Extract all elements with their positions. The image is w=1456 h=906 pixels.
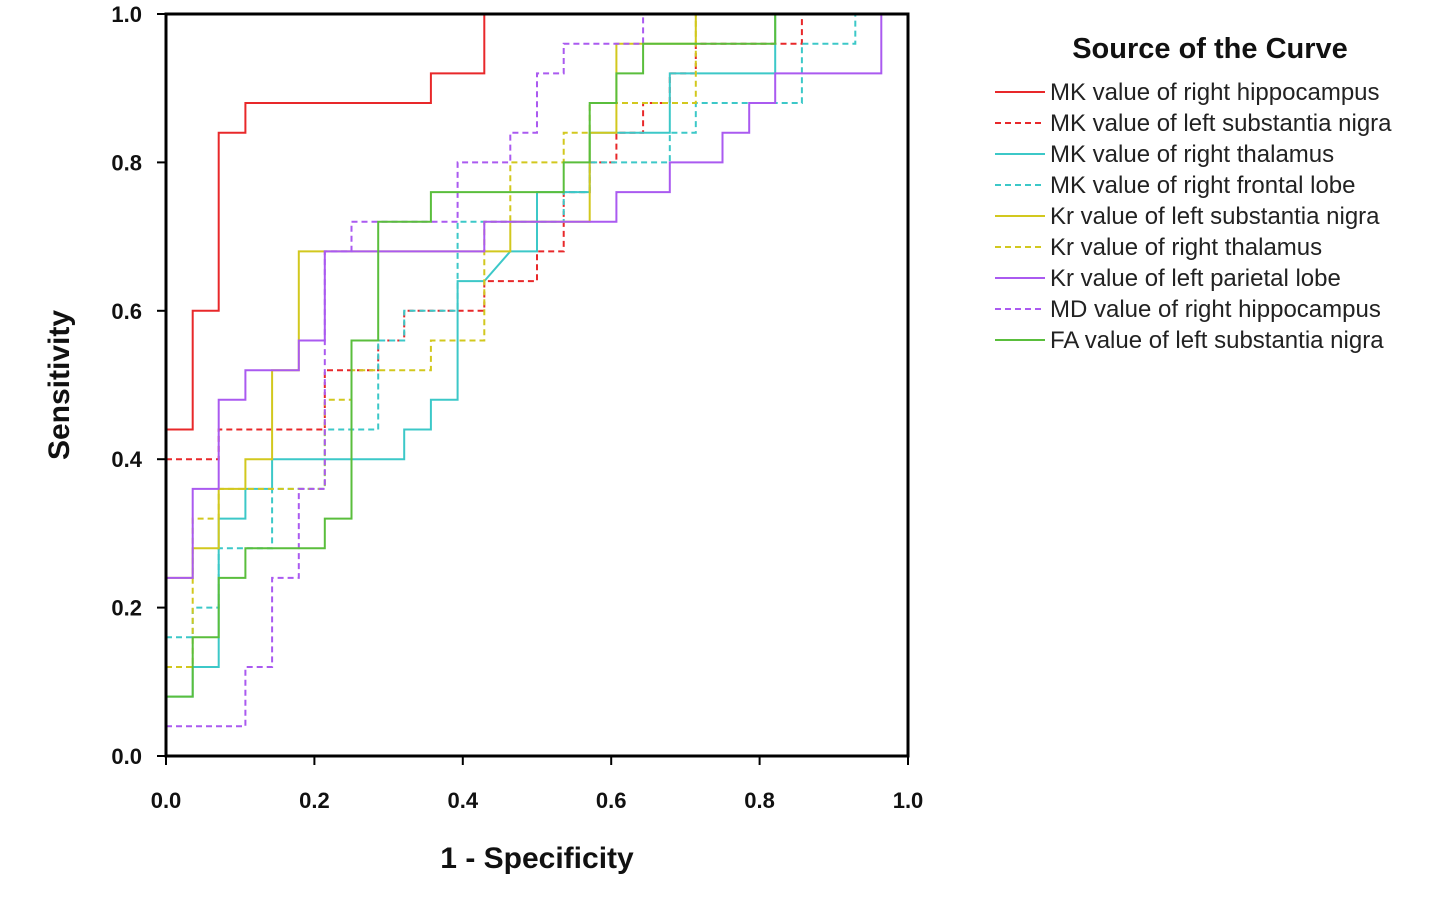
x-tick-label: 1.0	[893, 788, 924, 813]
y-tick-label: 0.6	[111, 299, 142, 324]
x-tick-label: 0.0	[151, 788, 182, 813]
series-line-3	[166, 14, 777, 698]
series-line-7	[166, 14, 883, 579]
x-axis: 0.0 0.2 0.4 0.6 0.8 1.0	[151, 756, 924, 813]
y-tick-label: 0.0	[111, 744, 142, 769]
legend-label-2: MK value of left substantia nigra	[1050, 110, 1392, 137]
series-line-8	[166, 14, 645, 728]
x-tick-label: 0.8	[744, 788, 775, 813]
x-tick-label: 0.2	[299, 788, 330, 813]
y-tick-label: 0.4	[111, 447, 142, 472]
legend-label-3: MK value of right thalamus	[1050, 141, 1334, 168]
legend-label-9: FA value of left substantia nigra	[1050, 327, 1384, 354]
plot-frame	[164, 12, 910, 758]
legend-title: Source of the Curve	[1072, 33, 1348, 65]
y-axis-title: Sensitivity	[43, 310, 76, 460]
legend: Source of the Curve MK value of right hi…	[995, 33, 1392, 354]
legend-label-1: MK value of right hippocampus	[1050, 79, 1380, 106]
y-axis: 0.0 0.2 0.4 0.6 0.8 1.0	[111, 2, 166, 769]
y-tick-label: 0.8	[111, 150, 142, 175]
roc-curves	[166, 14, 883, 728]
x-tick-label: 0.4	[448, 788, 479, 813]
y-tick-label: 0.2	[111, 596, 142, 621]
series-line-1	[166, 14, 486, 431]
legend-label-8: MD value of right hippocampus	[1050, 296, 1381, 323]
series-line-2	[166, 14, 803, 461]
series-line-4	[166, 14, 857, 639]
legend-label-6: Kr value of right thalamus	[1050, 234, 1322, 261]
series-line-9	[166, 14, 777, 698]
x-axis-title: 1 - Specificity	[440, 842, 634, 875]
x-tick-label: 0.6	[596, 788, 627, 813]
series-line-6	[166, 14, 697, 668]
y-tick-label: 1.0	[111, 2, 142, 27]
legend-label-5: Kr value of left substantia nigra	[1050, 203, 1380, 230]
legend-label-7: Kr value of left parietal lobe	[1050, 265, 1341, 292]
legend-label-4: MK value of right frontal lobe	[1050, 172, 1356, 199]
